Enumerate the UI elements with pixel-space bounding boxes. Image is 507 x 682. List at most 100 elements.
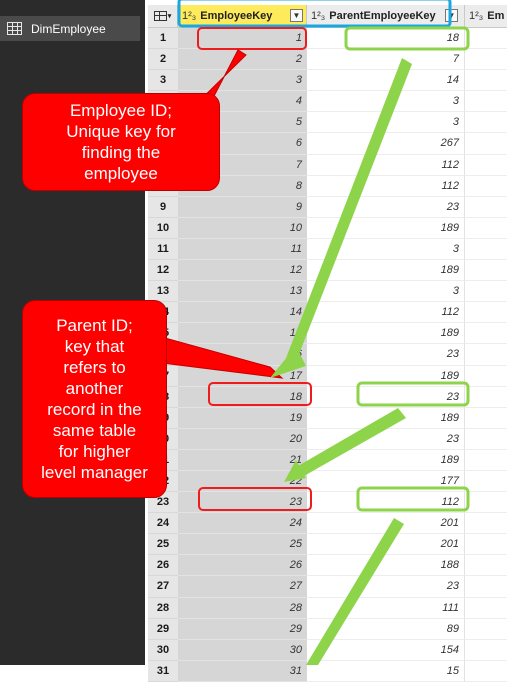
- table-row[interactable]: 11 11 3: [148, 239, 507, 260]
- cell-employeekey[interactable]: 20: [178, 429, 307, 450]
- cell-employeekey[interactable]: 25: [178, 534, 307, 555]
- table-row[interactable]: 2121189: [148, 450, 507, 471]
- table-row[interactable]: 3 3 14: [148, 70, 507, 91]
- cell-parentemployeekey[interactable]: 14: [307, 70, 465, 91]
- cell-employeekey[interactable]: 2: [178, 49, 307, 70]
- table-row[interactable]: 1414112: [148, 302, 507, 323]
- row-number[interactable]: 25: [148, 534, 178, 555]
- cell-employee-truncated[interactable]: [465, 640, 507, 661]
- cell-employeekey[interactable]: 26: [178, 555, 307, 576]
- row-number[interactable]: 27: [148, 576, 178, 597]
- cell-employeekey[interactable]: 3: [178, 70, 307, 91]
- cell-employeekey[interactable]: 23: [178, 492, 307, 513]
- table-row[interactable]: 1 1 18: [148, 28, 507, 49]
- cell-parentemployeekey[interactable]: 3: [307, 112, 465, 133]
- table-row[interactable]: 161623: [148, 344, 507, 365]
- table-row[interactable]: 181823: [148, 387, 507, 408]
- cell-employeekey[interactable]: 29: [178, 619, 307, 640]
- table-row[interactable]: 12 12 189: [148, 260, 507, 281]
- cell-employee-truncated[interactable]: [465, 70, 507, 91]
- column-header-employeekey[interactable]: 1²₃ EmployeeKey ▼: [178, 5, 307, 27]
- cell-employee-truncated[interactable]: [465, 429, 507, 450]
- cell-parentemployeekey[interactable]: 112: [307, 302, 465, 323]
- table-row[interactable]: 1717189: [148, 366, 507, 387]
- cell-employee-truncated[interactable]: [465, 513, 507, 534]
- row-number[interactable]: 30: [148, 640, 178, 661]
- row-number[interactable]: 2: [148, 49, 178, 70]
- table-row[interactable]: 30 30 154: [148, 640, 507, 661]
- cell-parentemployeekey[interactable]: 23: [307, 387, 465, 408]
- cell-employee-truncated[interactable]: [465, 133, 507, 154]
- cell-employee-truncated[interactable]: [465, 197, 507, 218]
- table-row[interactable]: 2222177: [148, 471, 507, 492]
- cell-employeekey[interactable]: 11: [178, 239, 307, 260]
- cell-parentemployeekey[interactable]: 189: [307, 323, 465, 344]
- row-number[interactable]: 3: [148, 70, 178, 91]
- table-row[interactable]: 23 23 112: [148, 492, 507, 513]
- cell-parentemployeekey[interactable]: 267: [307, 133, 465, 154]
- table-row[interactable]: 13 13 3: [148, 281, 507, 302]
- cell-parentemployeekey[interactable]: 189: [307, 218, 465, 239]
- cell-parentemployeekey[interactable]: 189: [307, 450, 465, 471]
- column-header-parentemployeekey[interactable]: 1²₃ ParentEmployeeKey ▼: [307, 5, 465, 27]
- row-number[interactable]: 10: [148, 218, 178, 239]
- query-item-dimemployee[interactable]: DimEmployee: [0, 16, 140, 41]
- cell-employee-truncated[interactable]: [465, 450, 507, 471]
- cell-employee-truncated[interactable]: [465, 91, 507, 112]
- cell-employeekey[interactable]: 18: [178, 387, 307, 408]
- cell-employee-truncated[interactable]: [465, 112, 507, 133]
- cell-parentemployeekey[interactable]: 154: [307, 640, 465, 661]
- cell-parentemployeekey[interactable]: 23: [307, 429, 465, 450]
- cell-employeekey[interactable]: 16: [178, 344, 307, 365]
- cell-employee-truncated[interactable]: [465, 323, 507, 344]
- table-row[interactable]: 31 31 15: [148, 661, 507, 682]
- cell-parentemployeekey[interactable]: 23: [307, 344, 465, 365]
- cell-employee-truncated[interactable]: [465, 661, 507, 682]
- cell-parentemployeekey[interactable]: 112: [307, 176, 465, 197]
- row-number[interactable]: 28: [148, 598, 178, 619]
- cell-employee-truncated[interactable]: [465, 218, 507, 239]
- table-menu-button[interactable]: ▾: [148, 5, 178, 27]
- cell-employeekey[interactable]: 1: [178, 28, 307, 49]
- row-number[interactable]: 24: [148, 513, 178, 534]
- cell-parentemployeekey[interactable]: 189: [307, 260, 465, 281]
- cell-employeekey[interactable]: 30: [178, 640, 307, 661]
- table-row[interactable]: 9 9 23: [148, 197, 507, 218]
- cell-employee-truncated[interactable]: [465, 534, 507, 555]
- cell-employee-truncated[interactable]: [465, 344, 507, 365]
- cell-employee-truncated[interactable]: [465, 471, 507, 492]
- cell-employeekey[interactable]: 28: [178, 598, 307, 619]
- cell-parentemployeekey[interactable]: 89: [307, 619, 465, 640]
- integer-type-icon[interactable]: 1²₃: [182, 10, 196, 22]
- cell-employeekey[interactable]: 17: [178, 366, 307, 387]
- cell-parentemployeekey[interactable]: 3: [307, 281, 465, 302]
- cell-employee-truncated[interactable]: [465, 366, 507, 387]
- cell-parentemployeekey[interactable]: 189: [307, 408, 465, 429]
- table-row[interactable]: 28 28 111: [148, 598, 507, 619]
- cell-employeekey[interactable]: 9: [178, 197, 307, 218]
- cell-employeekey[interactable]: 22: [178, 471, 307, 492]
- cell-employee-truncated[interactable]: [465, 155, 507, 176]
- cell-parentemployeekey[interactable]: 23: [307, 197, 465, 218]
- column-header-employee[interactable]: 1²₃ Em: [465, 5, 507, 27]
- cell-employeekey[interactable]: 19: [178, 408, 307, 429]
- cell-employee-truncated[interactable]: [465, 49, 507, 70]
- cell-parentemployeekey[interactable]: 201: [307, 534, 465, 555]
- table-row[interactable]: 10 10 189: [148, 218, 507, 239]
- cell-parentemployeekey[interactable]: 15: [307, 661, 465, 682]
- cell-parentemployeekey[interactable]: 189: [307, 366, 465, 387]
- cell-employee-truncated[interactable]: [465, 28, 507, 49]
- cell-parentemployeekey[interactable]: 3: [307, 91, 465, 112]
- integer-type-icon[interactable]: 1²₃: [469, 10, 483, 22]
- cell-parentemployeekey[interactable]: 188: [307, 555, 465, 576]
- row-number[interactable]: 1: [148, 28, 178, 49]
- cell-employee-truncated[interactable]: [465, 281, 507, 302]
- row-number[interactable]: 29: [148, 619, 178, 640]
- cell-employeekey[interactable]: 24: [178, 513, 307, 534]
- filter-dropdown-icon[interactable]: ▼: [445, 9, 458, 22]
- cell-employee-truncated[interactable]: [465, 260, 507, 281]
- row-number[interactable]: 9: [148, 197, 178, 218]
- cell-parentemployeekey[interactable]: 112: [307, 492, 465, 513]
- filter-dropdown-icon[interactable]: ▼: [290, 9, 303, 22]
